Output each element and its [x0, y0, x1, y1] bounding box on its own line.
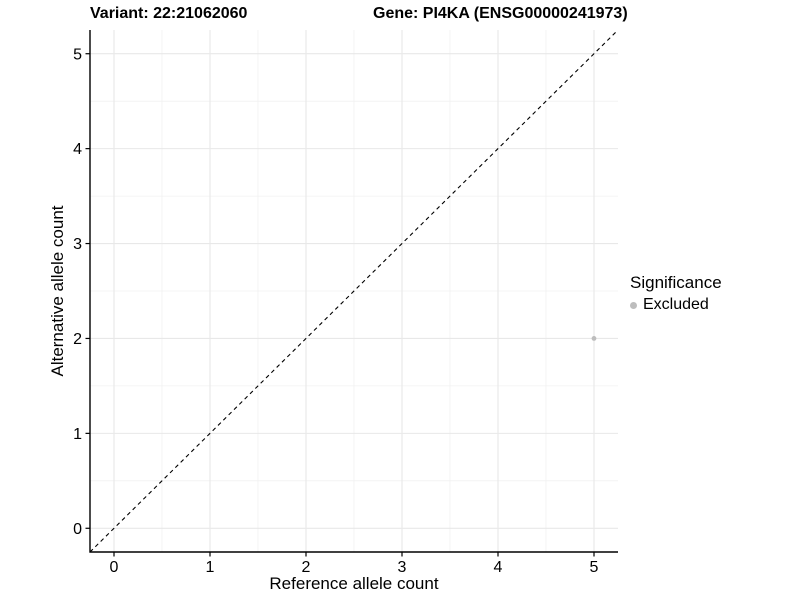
legend-title: Significance	[630, 273, 722, 292]
legend: Significance Excluded	[630, 273, 722, 314]
x-tick-label: 0	[110, 559, 119, 576]
y-tick-label: 3	[73, 236, 82, 253]
y-tick-label: 0	[73, 521, 82, 538]
x-tick-label: 4	[494, 559, 503, 576]
identity-line	[89, 29, 619, 553]
x-tick-label: 2	[302, 559, 311, 576]
y-axis-title: Alternative allele count	[48, 205, 67, 377]
y-tick-label: 1	[73, 426, 82, 443]
legend-entry: Excluded	[630, 296, 722, 314]
y-tick-label: 2	[73, 331, 82, 348]
y-tick-label: 4	[73, 141, 82, 158]
y-tick-label: 5	[73, 46, 82, 63]
x-tick-label: 1	[206, 559, 215, 576]
legend-point-icon	[630, 301, 637, 309]
x-tick-label: 5	[590, 559, 599, 576]
plot-title-gene: Gene: PI4KA (ENSG00000241973)	[373, 5, 628, 22]
x-axis-title: Reference allele count	[269, 574, 439, 593]
data-point	[591, 336, 597, 341]
x-tick-label: 3	[398, 559, 407, 576]
legend-entry-label: Excluded	[643, 296, 709, 313]
plot-title-variant: Variant: 22:21062060	[90, 5, 248, 22]
axis-lines	[89, 30, 618, 553]
